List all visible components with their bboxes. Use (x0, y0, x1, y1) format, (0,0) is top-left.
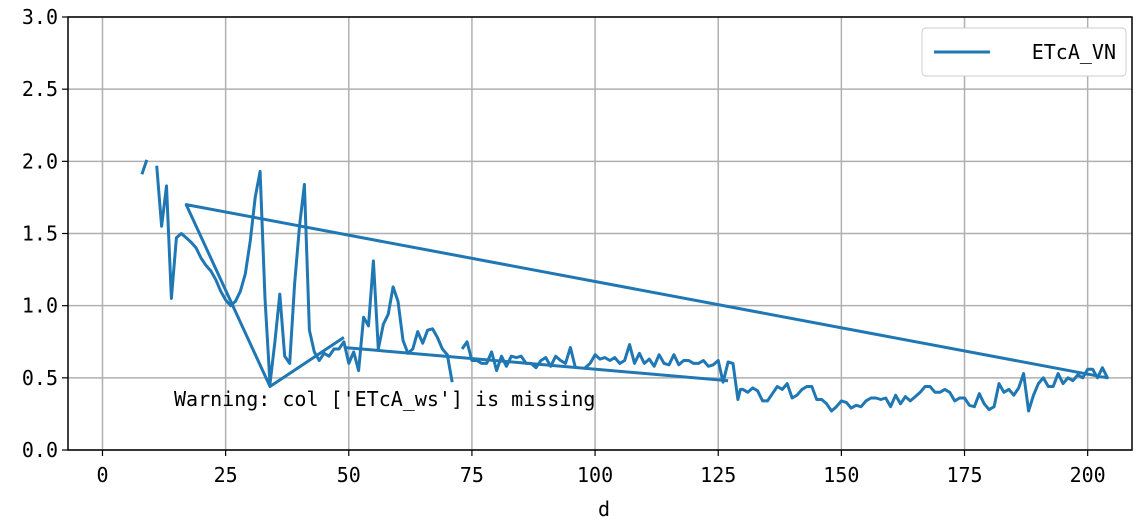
series-line-segment (184, 203, 1109, 413)
y-tick-label: 1.5 (22, 222, 58, 246)
series-etca-vn-line (140, 159, 1109, 413)
legend: ETcA_VN (921, 27, 1127, 77)
grid (68, 16, 1132, 451)
y-tick-label: 0.5 (22, 366, 58, 390)
y-tick-label: 0.0 (22, 438, 58, 462)
x-tick-label: 150 (823, 463, 859, 487)
series-line-segment (460, 340, 577, 373)
legend-box (921, 27, 1127, 77)
legend-label-etca-vn: ETcA_VN (1032, 40, 1116, 64)
x-tick-label: 200 (1070, 463, 1106, 487)
x-axis-ticks: 0 25 50 75 100 125 150 175 200 (96, 450, 1106, 487)
y-tick-label: 2.0 (22, 149, 58, 173)
series-line-segment (343, 346, 729, 383)
x-tick-label: 75 (460, 463, 484, 487)
x-tick-label: 0 (96, 463, 108, 487)
x-tick-label: 125 (700, 463, 736, 487)
y-tick-label: 2.5 (22, 77, 58, 101)
y-tick-label: 1.0 (22, 294, 58, 318)
x-tick-label: 25 (214, 463, 238, 487)
y-axis-ticks: 0.0 0.5 1.0 1.5 2.0 2.5 3.0 (22, 5, 68, 462)
x-tick-label: 100 (577, 463, 613, 487)
x-axis-label: d (598, 497, 610, 520)
x-tick-label: 50 (337, 463, 361, 487)
x-tick-label: 175 (946, 463, 982, 487)
series-line-segment (155, 165, 454, 386)
y-tick-label: 3.0 (22, 5, 58, 29)
series-line-segment (140, 159, 149, 175)
warning-annotation: Warning: col ['ETcA_ws'] is missing (174, 387, 595, 411)
